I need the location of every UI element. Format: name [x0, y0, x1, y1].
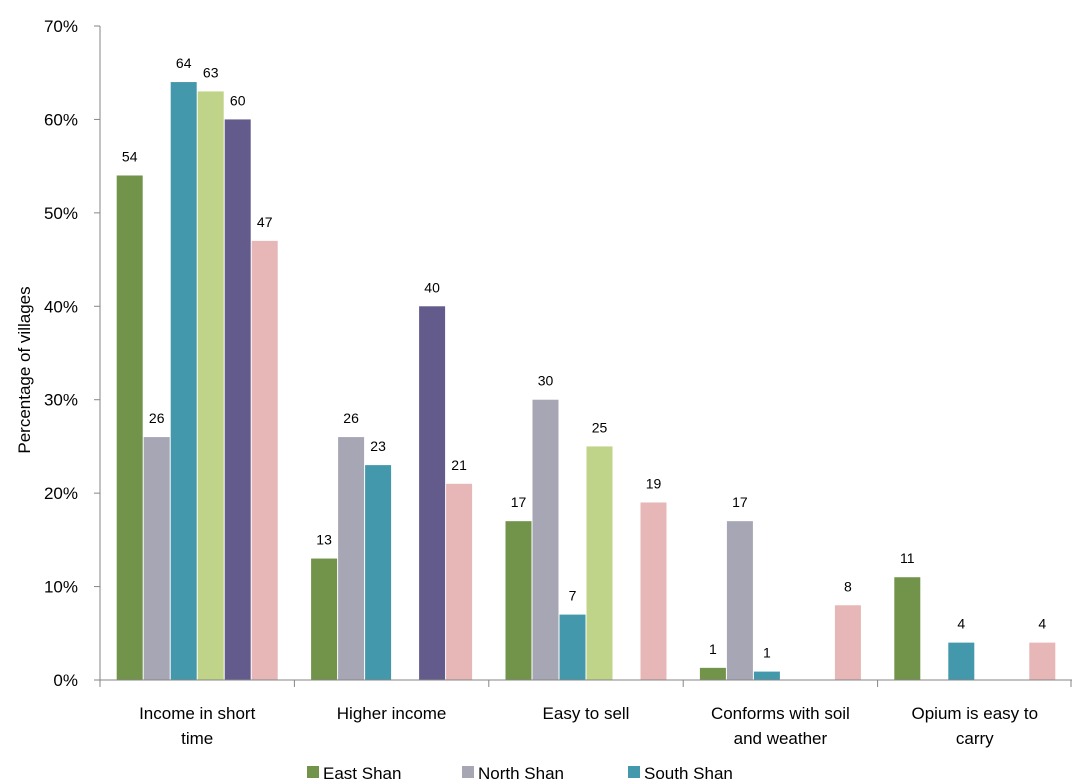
y-tick-label: 70%	[44, 17, 78, 36]
bar	[834, 605, 861, 680]
data-label: 13	[316, 532, 332, 548]
y-tick-label: 30%	[44, 391, 78, 410]
data-label: 21	[451, 457, 467, 473]
data-label: 19	[646, 475, 662, 491]
data-label: 63	[203, 64, 219, 80]
bar	[640, 502, 667, 680]
data-label: 1	[709, 641, 717, 657]
x-category-label: Higher income	[337, 704, 447, 723]
data-label: 4	[1038, 616, 1046, 632]
data-label: 8	[844, 578, 852, 594]
bar	[894, 577, 921, 680]
x-category-label: Opium is easy to carry	[911, 704, 1038, 748]
bar	[505, 521, 532, 680]
data-label: 4	[957, 616, 965, 632]
data-label: 23	[370, 438, 386, 454]
legend-swatch	[462, 766, 474, 778]
legend-swatch	[628, 766, 640, 778]
x-category-label: Income in short time	[139, 704, 255, 748]
bar	[197, 91, 224, 680]
legend-label: South Shan	[644, 764, 733, 783]
y-tick-label: 10%	[44, 578, 78, 597]
data-label: 40	[424, 279, 440, 295]
bar	[948, 642, 975, 680]
bar	[365, 465, 392, 680]
x-category-label: Conforms with soil and weather	[711, 704, 850, 748]
bar	[251, 240, 278, 680]
data-label: 47	[257, 214, 273, 230]
y-tick-label: 0%	[53, 671, 78, 690]
bar	[532, 399, 559, 680]
bar	[586, 446, 613, 680]
y-tick-label: 40%	[44, 297, 78, 316]
bar	[1029, 642, 1056, 680]
data-label: 26	[343, 410, 359, 426]
y-axis-title-group: Percentage of villages	[15, 286, 34, 453]
bar	[170, 82, 197, 681]
bar	[224, 119, 251, 680]
data-label: 25	[592, 419, 608, 435]
bar	[559, 614, 586, 680]
data-label: 17	[732, 494, 748, 510]
bar	[446, 483, 473, 680]
legend-label: North Shan	[478, 764, 564, 783]
data-label: 64	[176, 55, 192, 71]
y-tick-label: 60%	[44, 110, 78, 129]
legend-swatch	[307, 766, 319, 778]
data-label: 1	[763, 645, 771, 661]
bar	[338, 437, 365, 680]
bar	[143, 437, 170, 680]
data-label: 17	[511, 494, 527, 510]
bar	[311, 558, 338, 680]
legend: East Shan North Shan South Shan	[307, 764, 733, 783]
data-label: 60	[230, 92, 246, 108]
legend-label: East Shan	[323, 764, 401, 783]
category-labels-group: Income in short time Higher income Easy to …	[139, 704, 1038, 748]
data-label: 11	[900, 550, 915, 566]
data-label: 7	[569, 588, 577, 604]
y-axis-title: Percentage of villages	[15, 286, 34, 453]
data-label: 54	[122, 148, 138, 164]
bar	[419, 306, 446, 680]
data-label: 26	[149, 410, 165, 426]
data-label: 30	[538, 373, 554, 389]
y-tick-label: 50%	[44, 204, 78, 223]
axes-group	[94, 26, 1072, 687]
bar	[726, 521, 753, 680]
bar	[116, 175, 143, 680]
bar	[753, 671, 780, 680]
x-category-label: Easy to sell	[543, 704, 630, 723]
y-tick-label: 20%	[44, 484, 78, 503]
bars-group	[116, 82, 1056, 681]
bar	[699, 667, 726, 680]
y-axis-ticks: 0% 10% 20% 30% 40% 50% 60% 70%	[44, 17, 100, 690]
